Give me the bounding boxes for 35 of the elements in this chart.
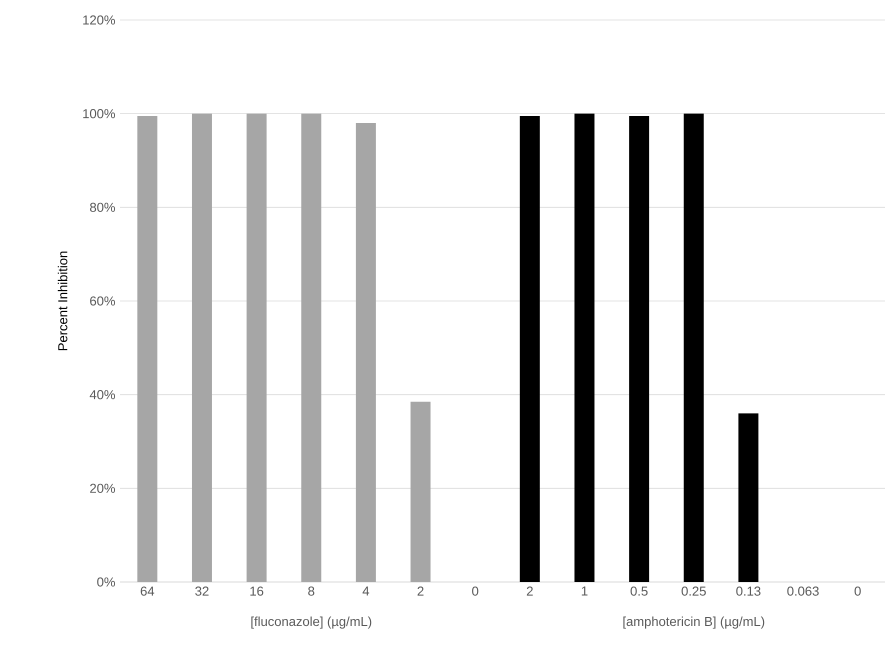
x-tick-label: 0.25 — [682, 586, 706, 596]
y-tick-label: 100% — [83, 109, 116, 118]
text: [amphotericin B] (µg/mL) — [623, 616, 764, 629]
bar — [356, 123, 376, 582]
bar — [410, 402, 431, 582]
y-tick-label: 0% — [97, 577, 116, 587]
bar — [192, 114, 212, 582]
y-tick-label: 120% — [83, 15, 116, 25]
y-tick-label: 20% — [90, 484, 116, 493]
x-tick-label: 4 — [362, 586, 370, 596]
text: [fluconazole] (µg/mL) — [251, 616, 372, 629]
bar — [137, 116, 158, 582]
y-tick-label: 80% — [90, 202, 116, 212]
y-tick-label: 60% — [90, 296, 116, 306]
x-tick-label: 0.5 — [630, 586, 648, 596]
bar — [301, 114, 322, 582]
x-tick-label: 2 — [418, 586, 424, 596]
bar — [574, 114, 594, 582]
bar — [246, 114, 267, 582]
x-tick-label: 64 — [140, 586, 154, 596]
bar — [738, 413, 758, 582]
x-tick-label: 0.13 — [736, 586, 760, 596]
x-tick-label: 8 — [308, 586, 314, 596]
y-axis-title: Percent Inhibition — [58, 252, 68, 350]
x-tick-label: 32 — [195, 586, 209, 596]
bar — [684, 114, 704, 582]
bar — [520, 116, 540, 582]
x-tick-label: 0 — [854, 586, 861, 596]
x-tick-label: 16 — [250, 586, 264, 596]
x-tick-label: 0 — [472, 586, 478, 596]
x-tick-label: 0.063 — [787, 586, 819, 596]
x-tick-label: 1 — [582, 586, 588, 596]
bar — [629, 116, 650, 582]
y-tick-label: 40% — [90, 390, 116, 400]
x-tick-label: 2 — [526, 586, 533, 596]
